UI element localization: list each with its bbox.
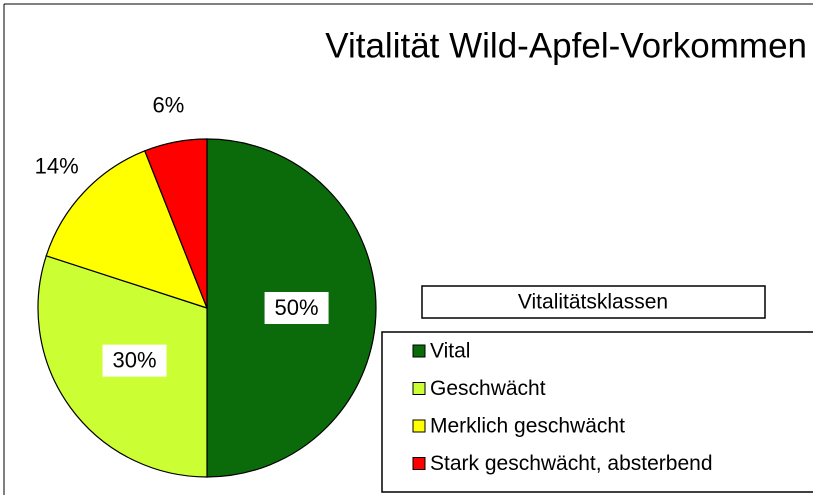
legend-swatch <box>412 419 426 433</box>
data-labels: 50% 30% 14% 6% <box>35 92 329 377</box>
legend-swatch <box>412 457 426 470</box>
data-label: 30% <box>113 347 157 372</box>
data-label: 14% <box>35 154 79 179</box>
legend: Vital Geschwächt Merklich geschwächt Stark … <box>412 340 713 475</box>
legend-title-box <box>421 285 766 319</box>
legend-label: Merklich geschwächt <box>430 415 625 438</box>
legend-label: Geschwächt <box>430 377 546 400</box>
data-label-box <box>102 344 167 377</box>
legend-swatch <box>412 382 426 395</box>
chart-title: Vitalität Wild-Apfel-Vorkommen <box>325 26 807 65</box>
pie-slice <box>45 150 209 309</box>
data-label-box <box>264 292 329 324</box>
data-label: 6% <box>152 92 184 117</box>
legend-box <box>381 331 813 493</box>
pie-slice <box>144 138 208 309</box>
legend-label: Stark geschwächt, absterbend <box>430 452 713 475</box>
legend-label: Vital <box>430 340 470 363</box>
legend-title: Vitalitätsklassen <box>518 291 668 314</box>
legend-swatch <box>412 344 426 358</box>
data-label: 50% <box>275 295 319 320</box>
